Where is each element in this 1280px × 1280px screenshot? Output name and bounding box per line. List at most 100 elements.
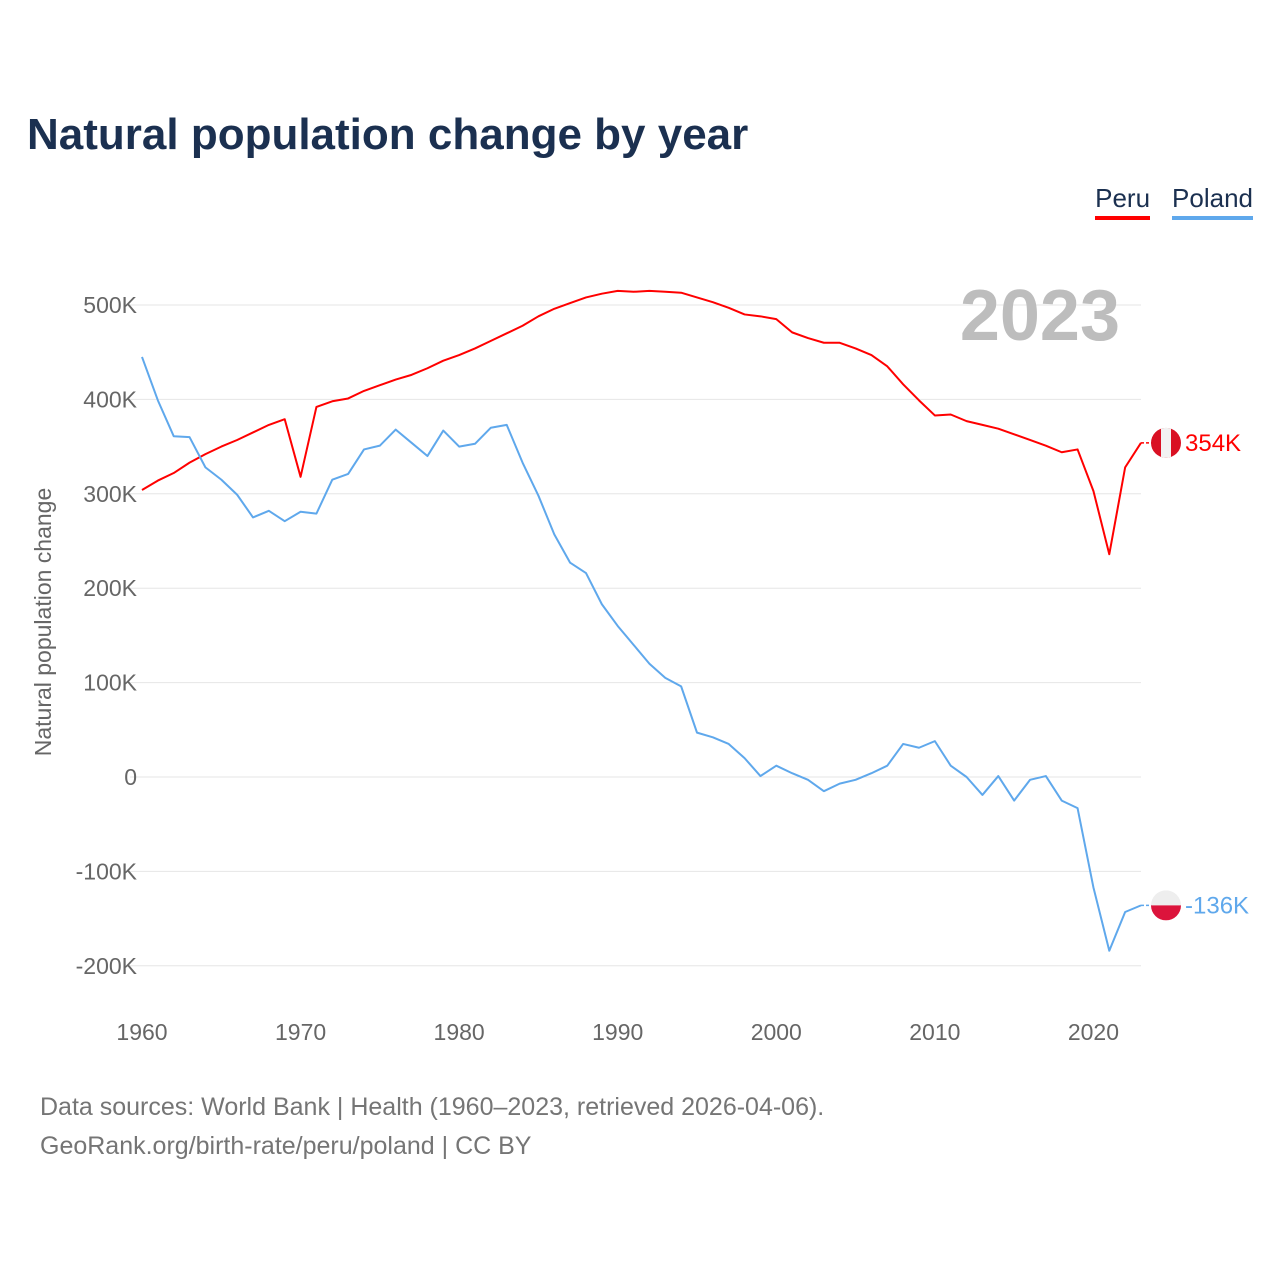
data-point — [298, 474, 304, 480]
data-point — [995, 426, 1001, 432]
poland-flag-icon — [1151, 890, 1181, 921]
data-point — [710, 299, 716, 305]
source-line-2[interactable]: GeoRank.org/birth-rate/peru/poland | CC … — [40, 1132, 532, 1160]
data-point — [329, 398, 335, 404]
data-point — [1122, 909, 1128, 915]
y-tick-label: -100K — [76, 858, 138, 884]
data-point — [964, 774, 970, 780]
y-tick-label: 300K — [83, 481, 137, 507]
data-point — [773, 763, 779, 769]
data-point — [1059, 449, 1065, 455]
legend-item-poland[interactable]: Poland — [1172, 183, 1253, 220]
data-point — [1027, 777, 1033, 783]
legend-item-peru[interactable]: Peru — [1095, 183, 1151, 220]
data-point — [234, 437, 240, 443]
data-point — [964, 418, 970, 424]
source-note: Data sources: World Bank | Health (1960–… — [40, 1088, 824, 1166]
data-point — [218, 477, 224, 483]
data-point — [187, 460, 193, 466]
data-point — [377, 443, 383, 449]
data-point — [742, 755, 748, 761]
data-point — [932, 412, 938, 418]
data-point — [488, 338, 494, 344]
data-point — [520, 323, 526, 329]
y-tick-label: 0 — [124, 764, 137, 790]
data-point — [805, 335, 811, 341]
data-point — [504, 422, 510, 428]
data-point — [678, 290, 684, 296]
data-point — [171, 470, 177, 476]
data-point — [187, 434, 193, 440]
data-point — [282, 518, 288, 524]
data-point — [662, 289, 668, 295]
data-point — [504, 330, 510, 336]
data-point — [837, 340, 843, 346]
data-point — [139, 354, 145, 360]
data-point — [456, 352, 462, 358]
series-line-peru — [141, 289, 1142, 556]
series-line-poland — [141, 356, 1142, 952]
data-point — [868, 770, 874, 776]
data-point — [948, 412, 954, 418]
source-line-1: Data sources: World Bank | Health (1960–… — [40, 1093, 825, 1121]
data-point — [599, 291, 605, 297]
data-point — [884, 763, 890, 769]
data-point — [900, 381, 906, 387]
data-point — [535, 493, 541, 499]
x-tick-label: 1980 — [434, 1019, 485, 1045]
data-point — [218, 444, 224, 450]
data-point — [139, 487, 145, 493]
data-point — [472, 345, 478, 351]
data-point — [1011, 431, 1017, 437]
data-point — [329, 477, 335, 483]
data-point — [377, 382, 383, 388]
data-point — [1011, 798, 1017, 804]
data-point — [789, 329, 795, 335]
data-point — [979, 422, 985, 428]
data-point — [171, 433, 177, 439]
data-point — [583, 294, 589, 300]
data-point — [409, 372, 415, 378]
data-point — [567, 300, 573, 306]
data-point — [916, 397, 922, 403]
data-point — [298, 509, 304, 515]
x-tick-label: 2000 — [751, 1019, 802, 1045]
data-point — [646, 661, 652, 667]
x-tick-label: 1990 — [592, 1019, 643, 1045]
y-axis-label: Natural population change — [30, 488, 56, 757]
data-point — [995, 773, 1001, 779]
data-point — [440, 358, 446, 364]
data-point — [1075, 446, 1081, 452]
data-point — [567, 560, 573, 566]
data-point — [266, 422, 272, 428]
y-tick-label: 100K — [83, 670, 137, 696]
data-point — [202, 451, 208, 457]
data-point — [361, 388, 367, 394]
end-value-label-peru: 354K — [1185, 430, 1241, 457]
data-point — [1027, 437, 1033, 443]
data-point — [742, 311, 748, 317]
data-point — [551, 306, 557, 312]
data-point — [710, 734, 716, 740]
data-point — [837, 781, 843, 787]
data-point — [726, 305, 732, 311]
data-point — [313, 404, 319, 410]
data-point — [250, 514, 256, 520]
data-point — [234, 492, 240, 498]
data-point — [1043, 773, 1049, 779]
data-point — [393, 377, 399, 383]
data-point — [361, 446, 367, 452]
data-point — [821, 788, 827, 794]
data-point — [900, 741, 906, 747]
data-point — [1106, 948, 1112, 954]
data-point — [535, 313, 541, 319]
x-tick-label: 1960 — [116, 1019, 167, 1045]
data-point — [1106, 551, 1112, 557]
data-point — [884, 363, 890, 369]
peru-flag-icon — [1151, 427, 1181, 458]
y-tick-label: 500K — [83, 292, 137, 318]
data-point — [409, 440, 415, 446]
data-point — [868, 352, 874, 358]
data-point — [393, 427, 399, 433]
